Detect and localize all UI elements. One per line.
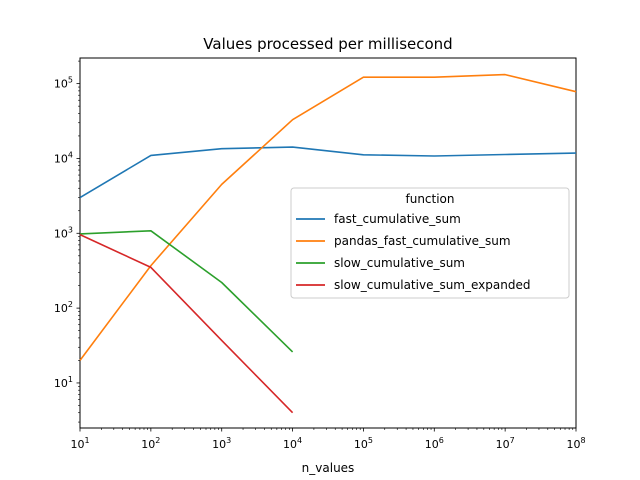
series-layer bbox=[79, 73, 577, 414]
x-axis-label: n_values bbox=[302, 461, 355, 475]
y-tick-label: 102 bbox=[54, 300, 73, 315]
x-tick-label-exponent: 3 bbox=[226, 436, 231, 445]
x-axis-ticks: 101 102 103 104 105 106 107 108 bbox=[70, 428, 586, 451]
x-tick-label-exponent: 6 bbox=[439, 436, 444, 445]
y-tick-label-base: 10 bbox=[54, 302, 68, 315]
x-tick-label-base: 10 bbox=[283, 438, 297, 451]
legend-title: function bbox=[405, 192, 454, 206]
x-tick-label: 103 bbox=[212, 436, 231, 451]
legend: function fast_cumulative_sum pandas_fast_… bbox=[290, 187, 570, 299]
legend-label: fast_cumulative_sum bbox=[334, 212, 461, 226]
legend-label: pandas_fast_cumulative_sum bbox=[334, 234, 511, 248]
y-tick-label-base: 10 bbox=[54, 78, 68, 91]
y-tick-label-exponent: 2 bbox=[68, 300, 73, 309]
legend-entries: fast_cumulative_sum pandas_fast_cumulativ… bbox=[296, 212, 530, 292]
y-tick-label-base: 10 bbox=[54, 227, 68, 240]
x-tick-label-exponent: 2 bbox=[155, 436, 160, 445]
x-tick-label: 104 bbox=[283, 436, 302, 451]
x-tick-label-exponent: 8 bbox=[580, 436, 585, 445]
x-tick-label-exponent: 4 bbox=[297, 436, 302, 445]
legend-frame bbox=[290, 187, 570, 299]
x-tick-label: 105 bbox=[354, 436, 373, 451]
y-tick-label: 104 bbox=[54, 150, 73, 165]
y-tick-label: 101 bbox=[54, 375, 73, 390]
x-tick-label-base: 10 bbox=[354, 438, 368, 451]
x-tick-label-base: 10 bbox=[496, 438, 510, 451]
chart-title: Values processed per millisecond bbox=[203, 35, 452, 53]
y-tick-label-exponent: 1 bbox=[68, 375, 73, 384]
x-tick-label: 107 bbox=[496, 436, 515, 451]
y-tick-label-exponent: 4 bbox=[68, 150, 73, 159]
y-tick-label-base: 10 bbox=[54, 377, 68, 390]
y-tick-label: 105 bbox=[54, 76, 73, 91]
legend-label: slow_cumulative_sum bbox=[334, 256, 465, 270]
x-tick-label-base: 10 bbox=[425, 438, 439, 451]
x-tick-label-exponent: 1 bbox=[84, 436, 89, 445]
x-tick-label-base: 10 bbox=[566, 438, 580, 451]
legend-label: slow_cumulative_sum_expanded bbox=[334, 278, 530, 292]
x-tick-label: 102 bbox=[141, 436, 160, 451]
y-tick-label-base: 10 bbox=[54, 152, 68, 165]
x-tick-label-base: 10 bbox=[70, 438, 84, 451]
x-tick-label-base: 10 bbox=[141, 438, 155, 451]
x-tick-label-base: 10 bbox=[212, 438, 226, 451]
series-line-fast_cumulative_sum bbox=[79, 146, 577, 199]
x-tick-label-exponent: 5 bbox=[368, 436, 373, 445]
series-line-slow_cumulative_sum_expanded bbox=[79, 233, 294, 414]
x-tick-label: 106 bbox=[425, 436, 444, 451]
x-tick-label: 101 bbox=[70, 436, 89, 451]
y-tick-label: 103 bbox=[54, 225, 73, 240]
y-tick-label-exponent: 5 bbox=[68, 76, 73, 85]
x-tick-label-exponent: 7 bbox=[510, 436, 515, 445]
y-tick-label-exponent: 3 bbox=[68, 225, 73, 234]
series-line-pandas_fast_cumulative_sum bbox=[79, 73, 577, 361]
x-tick-label: 108 bbox=[566, 436, 585, 451]
series-line-slow_cumulative_sum bbox=[79, 230, 294, 353]
